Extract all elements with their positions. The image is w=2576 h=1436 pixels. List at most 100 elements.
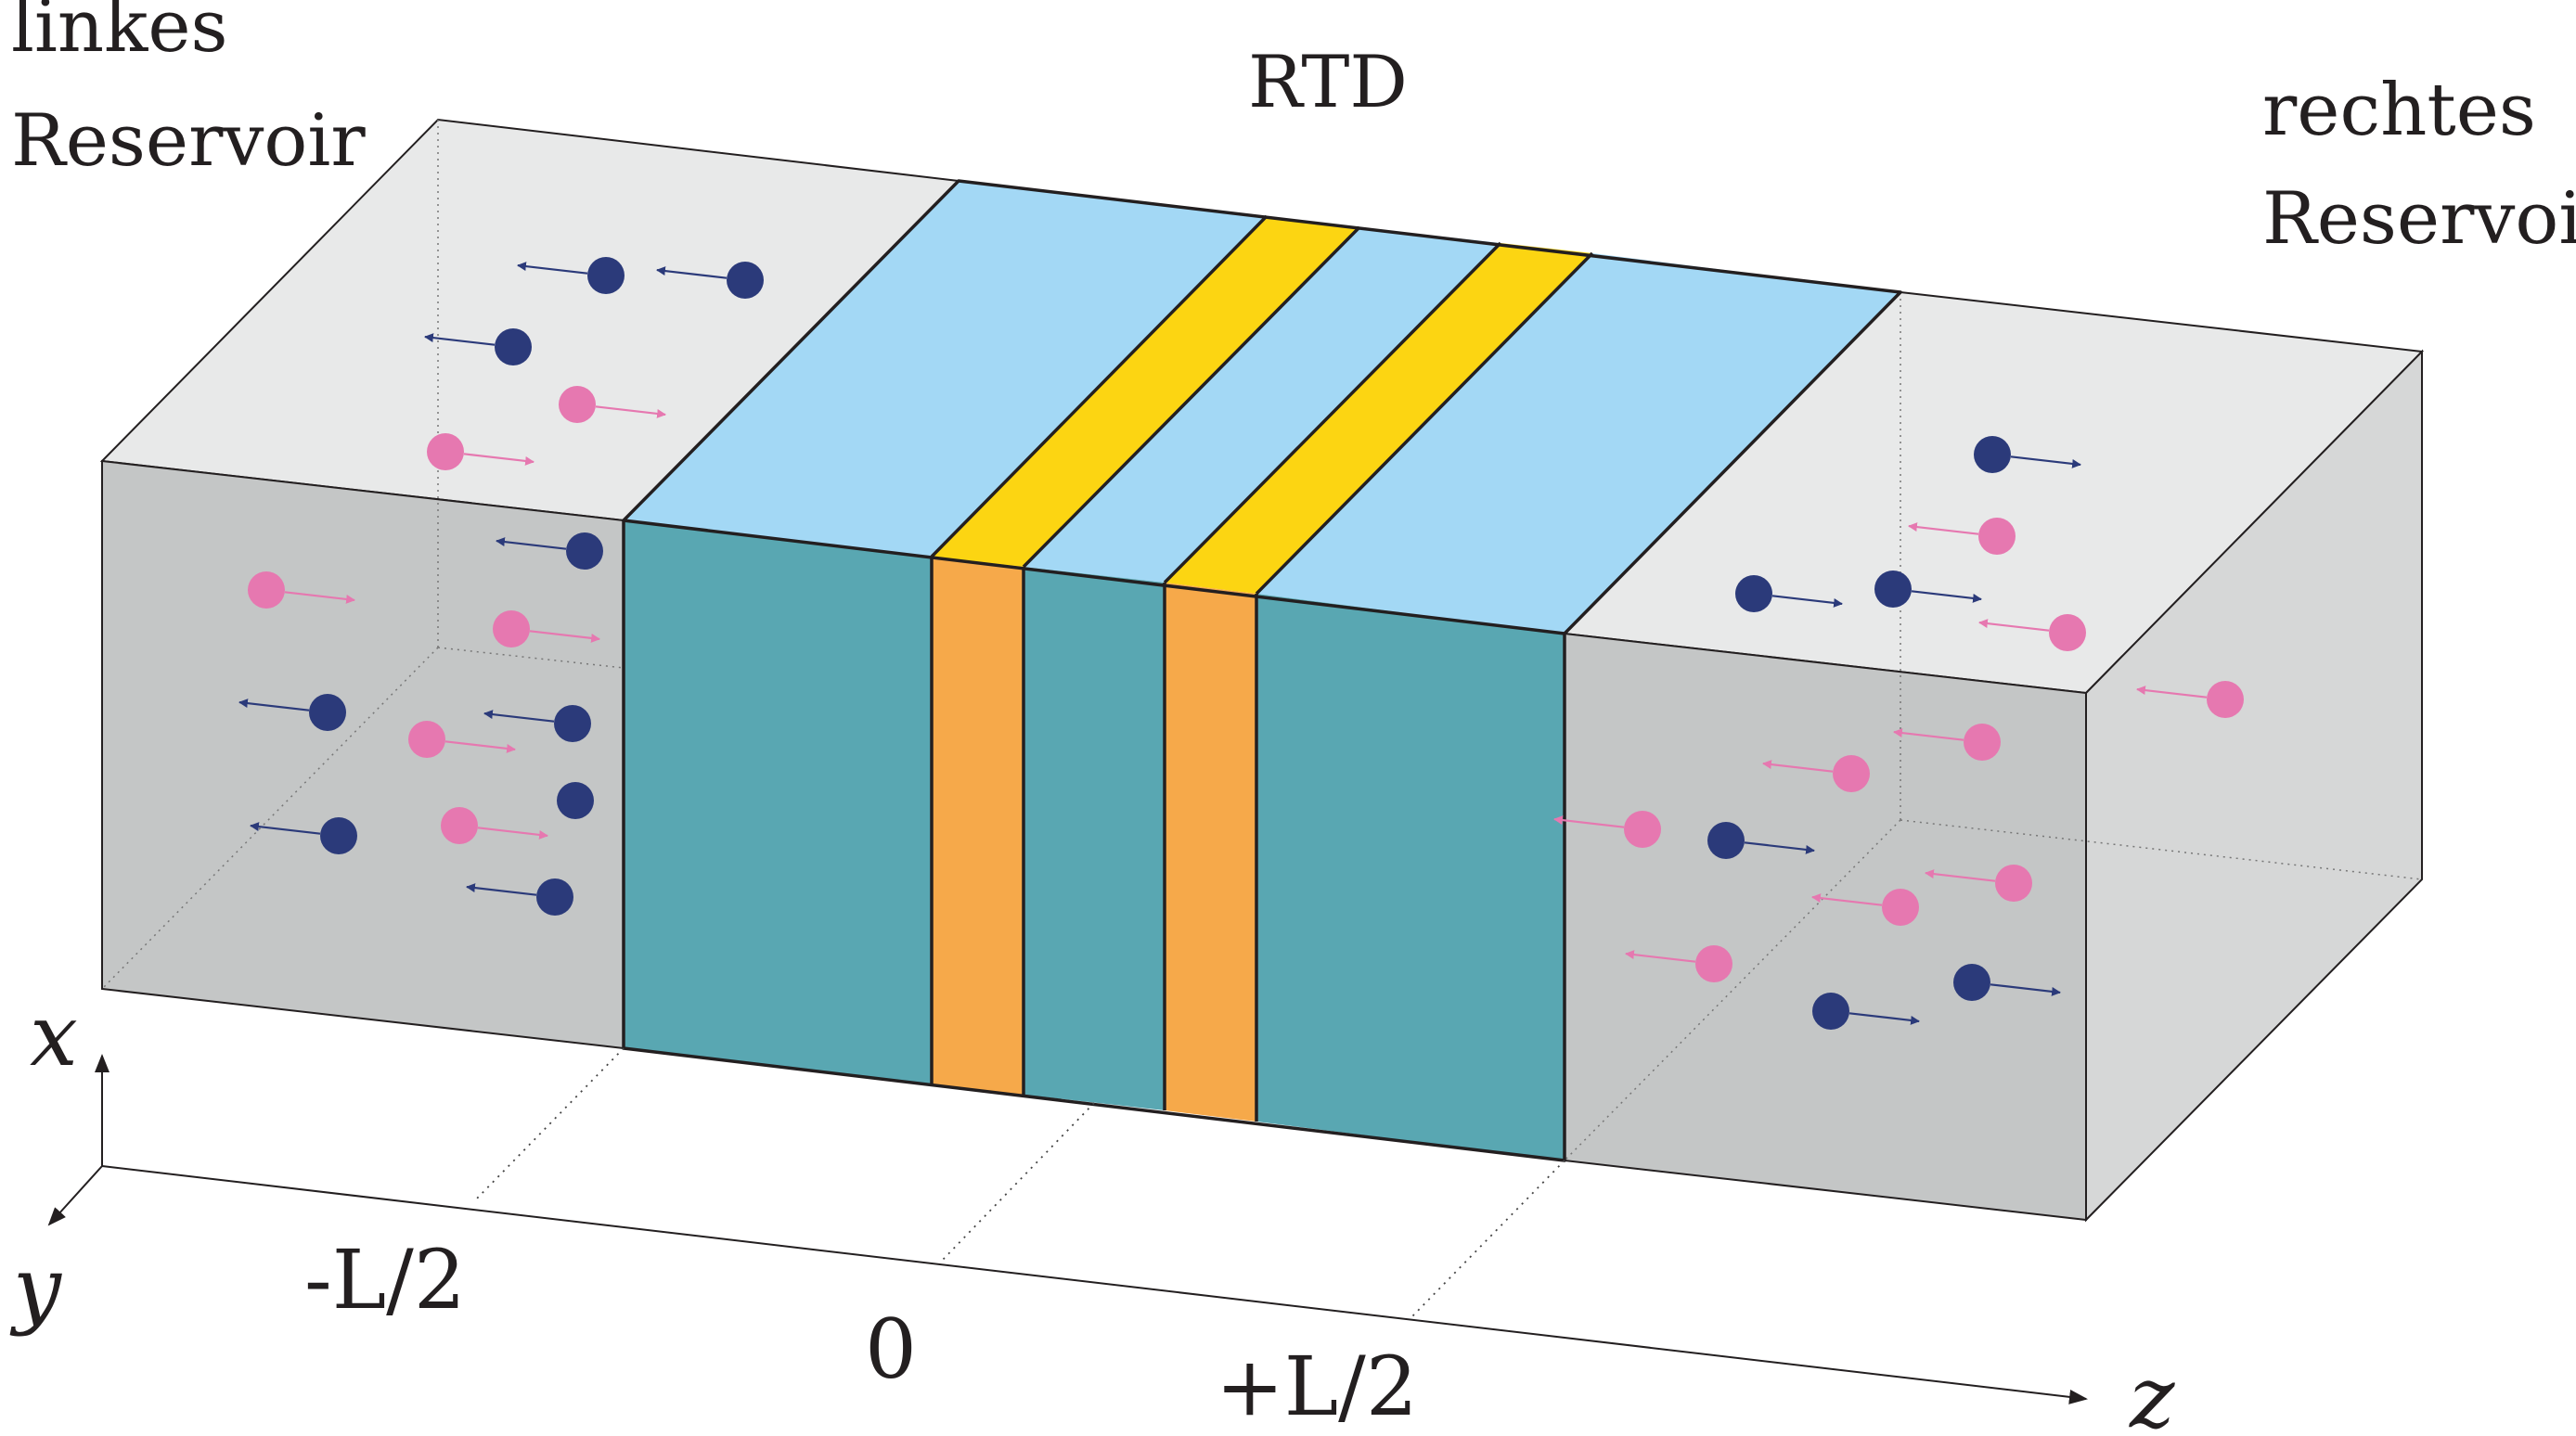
electron-pink-arrow xyxy=(477,827,548,840)
tick-guides xyxy=(472,1047,1565,1317)
device-label: RTD xyxy=(1248,41,1408,124)
electron-navy-dot xyxy=(1707,822,1745,859)
electron-pink-arrow xyxy=(1978,619,2050,632)
rtd-device xyxy=(622,179,1902,1162)
electron-navy-arrow xyxy=(424,333,496,346)
electron-navy xyxy=(483,705,591,742)
electron-pink-dot xyxy=(408,721,445,758)
x-axis-label: x xyxy=(30,986,78,1085)
electron-pink xyxy=(1811,889,1919,926)
electron-navy-dot xyxy=(1735,575,1772,612)
electron-pink-dot xyxy=(1964,724,2001,761)
electron-navy-dot xyxy=(1974,436,2011,473)
electron-pink-dot xyxy=(1995,865,2032,902)
electron-navy xyxy=(1707,822,1815,859)
electron-navy-arrow xyxy=(1744,841,1815,854)
electron-pink xyxy=(1978,614,2086,651)
electron-navy-dot xyxy=(1874,571,1912,608)
electron-pink xyxy=(408,721,516,758)
well-top xyxy=(1024,227,1501,583)
electron-pink xyxy=(1893,724,2001,761)
left-reservoir xyxy=(99,118,961,1050)
electron-pink-dot xyxy=(559,386,596,423)
electron-navy-arrow xyxy=(466,883,537,896)
electron-pink-arrow xyxy=(529,630,600,643)
tick-label-zero: 0 xyxy=(865,1301,917,1397)
electron-navy xyxy=(1812,993,1920,1030)
electron-navy-arrow xyxy=(238,699,310,712)
electron-pink-dot xyxy=(1833,755,1870,792)
electron-navy xyxy=(466,878,573,916)
electron-pink-arrow xyxy=(1553,815,1625,828)
electron-pink xyxy=(1762,755,1870,792)
electron-pink-arrow xyxy=(595,405,666,418)
electron-pink-arrow xyxy=(284,591,355,604)
electron-navy xyxy=(1735,575,1843,612)
electron-navy-arrow xyxy=(250,822,321,835)
electron-pink-arrow xyxy=(444,740,516,753)
barrier-top-right xyxy=(1165,243,1592,594)
electron-navy-dot xyxy=(309,694,346,731)
electron-pink xyxy=(1625,945,1732,982)
electron-navy xyxy=(250,817,357,854)
tick-label-plus-half-l: +L/2 xyxy=(1216,1339,1418,1434)
electron-navy xyxy=(238,694,346,731)
electron-navy xyxy=(424,328,532,365)
y-axis-label: y xyxy=(9,1238,62,1338)
electron-pink xyxy=(427,433,535,470)
barrier-front-left xyxy=(932,557,1024,1095)
electron-navy-dot xyxy=(1812,993,1849,1030)
left-reservoir-front-face xyxy=(101,459,625,1050)
tick-label-minus-half-l: -L/2 xyxy=(304,1232,466,1327)
electron-pink-dot xyxy=(1882,889,1919,926)
electron-pink-dot xyxy=(427,433,464,470)
z-axis-arrow xyxy=(101,1165,2088,1404)
electron-navy-arrow xyxy=(1848,1012,1920,1025)
axes xyxy=(47,1054,2088,1404)
electron-pink-dot xyxy=(1624,811,1661,848)
electron-pink xyxy=(1553,811,1661,848)
electron-pink-arrow xyxy=(1908,522,1979,535)
electron-pink-arrow xyxy=(1762,760,1834,773)
electron-navy-dot xyxy=(557,782,594,819)
spacer-front-left xyxy=(624,520,932,1084)
electron-navy-arrow xyxy=(1771,595,1843,608)
electron-pink-arrow xyxy=(1925,869,1996,882)
electron-navy xyxy=(517,257,625,294)
electron-pink-arrow xyxy=(1893,728,1964,741)
electron-navy-arrow xyxy=(517,262,588,275)
electron-navy-arrow xyxy=(1911,590,1982,603)
electron-pink-dot xyxy=(1695,945,1732,982)
electron-navy-arrow xyxy=(496,537,567,550)
electron-navy-dot xyxy=(587,257,625,294)
barrier-front-right xyxy=(1165,583,1256,1122)
electron-pink xyxy=(559,386,666,423)
electron-pink-dot xyxy=(248,571,285,609)
electron-pink-arrow xyxy=(1811,893,1883,906)
electron-pink xyxy=(1925,865,2032,902)
electron-navy-arrow xyxy=(1990,983,2061,996)
electron-pink-dot xyxy=(441,807,478,844)
well-front xyxy=(1024,567,1165,1110)
electron-pink-dot xyxy=(2207,681,2244,718)
electron-navy xyxy=(656,262,764,299)
electron-pink xyxy=(1908,518,2016,555)
electron-navy-dot xyxy=(1953,964,1990,1001)
electron-pink xyxy=(2136,681,2244,718)
electron-pink-dot xyxy=(1978,518,2016,555)
right-reservoir-front-face xyxy=(1564,632,2087,1222)
electron-pink-arrow xyxy=(1625,950,1696,963)
barrier-top-left xyxy=(932,216,1359,567)
right-reservoir-label-line2: Reservoir xyxy=(2262,177,2576,261)
z-axis-label: z xyxy=(2129,1348,2175,1436)
electron-pink xyxy=(248,571,355,609)
electron-navy xyxy=(1953,964,2061,1001)
electron-navy-arrow xyxy=(2010,455,2081,468)
electron-navy-dot xyxy=(554,705,591,742)
spacer-top-left xyxy=(624,181,1267,557)
electron-navy xyxy=(496,532,603,570)
spacer-top-right xyxy=(1256,253,1900,634)
spacer-front-right xyxy=(1256,594,1565,1160)
electron-navy-arrow xyxy=(483,710,555,723)
